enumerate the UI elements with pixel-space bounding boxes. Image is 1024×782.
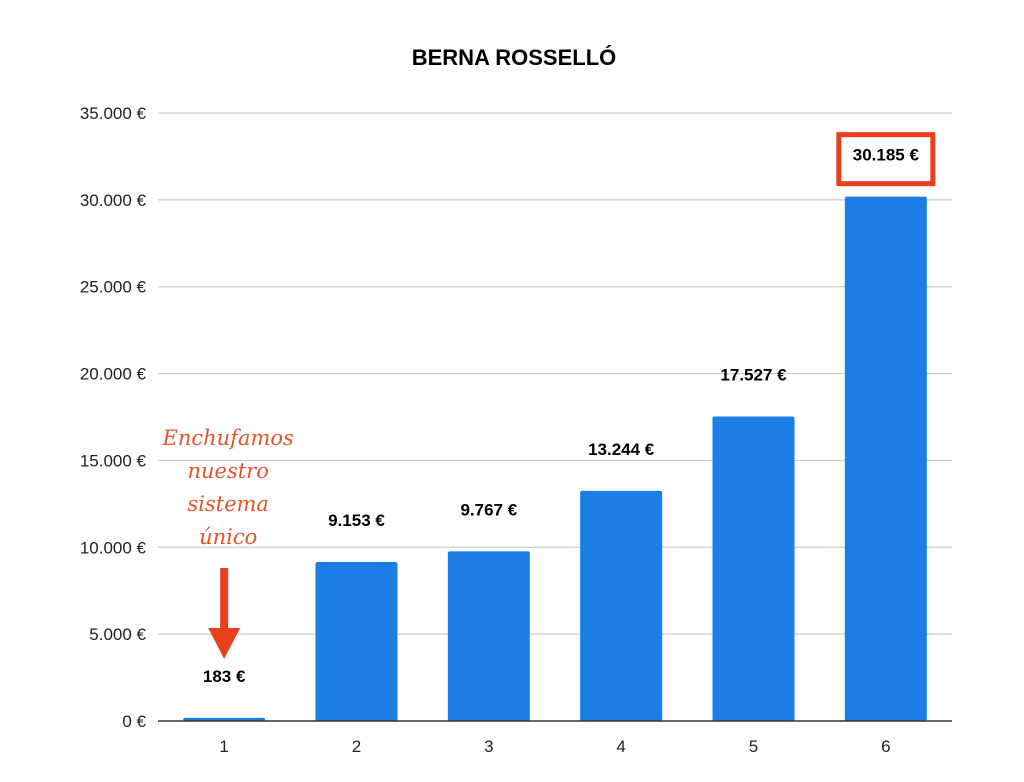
x-tick-label: 6 [881, 737, 890, 756]
annotation-text: sistema [187, 492, 269, 516]
y-tick-label: 30.000 € [80, 191, 147, 210]
data-labels: 183 € 9.153 € 9.767 € 13.244 € 17.527 € 30.18… [203, 132, 936, 686]
gridlines [158, 112, 952, 635]
data-label: 183 € [203, 667, 246, 686]
data-label: 9.767 € [460, 500, 517, 519]
y-tick-label: 0 € [122, 712, 146, 731]
bar [447, 551, 530, 721]
bar [580, 490, 663, 721]
data-label: 17.527 € [720, 366, 787, 385]
arrow-down-icon [208, 628, 241, 659]
bar [844, 196, 927, 721]
bar [315, 561, 398, 721]
annotation-text: Enchufamos [162, 426, 295, 450]
data-label: 30.185 € [853, 146, 920, 165]
annotation: Enchufamos nuestro sistema único [162, 426, 295, 659]
data-label: 13.244 € [588, 440, 655, 459]
bar [712, 416, 795, 721]
bars [183, 196, 927, 721]
y-tick-label: 20.000 € [80, 365, 147, 384]
chart-title: BERNA ROSSELLÓ [412, 45, 617, 70]
x-tick-label: 5 [749, 737, 758, 756]
x-tick-label: 3 [484, 737, 493, 756]
y-tick-label: 25.000 € [80, 278, 147, 297]
x-tick-label: 1 [219, 737, 228, 756]
arrow-shaft [220, 568, 229, 630]
x-tick-label: 4 [616, 737, 625, 756]
y-tick-label: 35.000 € [80, 104, 147, 123]
annotation-text: nuestro [187, 459, 268, 483]
data-label: 9.153 € [328, 511, 385, 530]
highlight-box [836, 132, 936, 187]
annotation-text: único [199, 525, 257, 549]
y-axis-tick-labels: 0 € 5.000 € 10.000 € 15.000 € 20.000 € 25.000… [80, 104, 147, 731]
x-tick-label: 2 [352, 737, 361, 756]
y-tick-label: 15.000 € [80, 451, 147, 470]
y-tick-label: 5.000 € [89, 625, 146, 644]
x-axis-tick-labels: 1 2 3 4 5 6 [219, 737, 890, 756]
y-tick-label: 10.000 € [80, 538, 147, 557]
bar [183, 717, 266, 721]
